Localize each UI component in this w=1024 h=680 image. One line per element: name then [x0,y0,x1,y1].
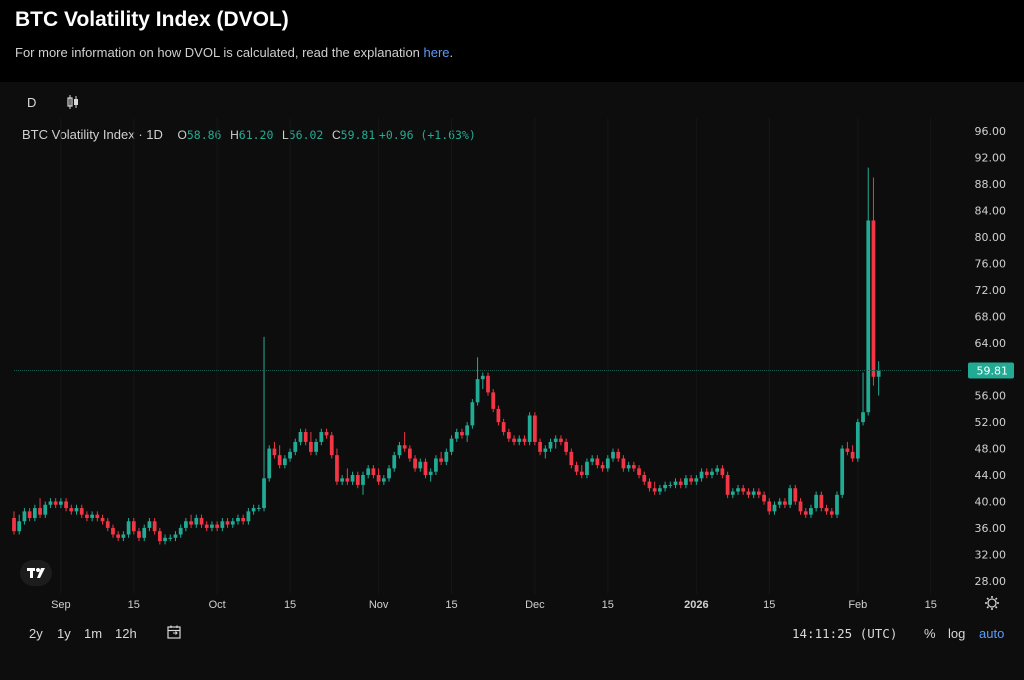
range-1y-button[interactable]: 1y [57,626,71,641]
clock-time[interactable]: 14:11:25 (UTC) [792,626,898,641]
legend-close-label: C [331,128,341,142]
ohlc-legend: BTC Volatility Index · 1D O58.86 H61.20 … [22,127,476,142]
candlestick-icon[interactable] [65,94,81,110]
log-toggle[interactable]: log [948,626,966,641]
legend-symbol-name: BTC Volatility Index · 1D [22,127,163,142]
legend-open-label: O [177,128,187,142]
legend-low: 56.02 [288,128,324,142]
range-12h-button[interactable]: 12h [115,626,137,641]
legend-high: 61.20 [238,128,274,142]
range-1m-button[interactable]: 1m [84,626,103,641]
subtitle-text: For more information on how DVOL is calc… [15,45,424,60]
legend-open: 58.86 [186,128,222,142]
interval-button[interactable]: D [27,95,37,110]
subtitle-suffix: . [449,45,454,60]
page-subtitle: For more information on how DVOL is calc… [15,45,453,60]
calendar-icon[interactable] [166,624,182,643]
legend-close: 59.81 [340,128,376,142]
chart-panel [0,82,1024,680]
auto-toggle[interactable]: auto [979,626,1005,641]
tradingview-logo[interactable] [20,560,52,586]
explanation-link[interactable]: here [423,45,450,60]
range-2y-button[interactable]: 2y [29,626,43,641]
legend-high-label: H [230,128,239,142]
legend-low-label: L [282,128,289,142]
percent-toggle[interactable]: % [924,626,936,641]
legend-change: +0.96 (+1.63%) [378,128,476,142]
page-title: BTC Volatility Index (DVOL) [15,8,289,31]
